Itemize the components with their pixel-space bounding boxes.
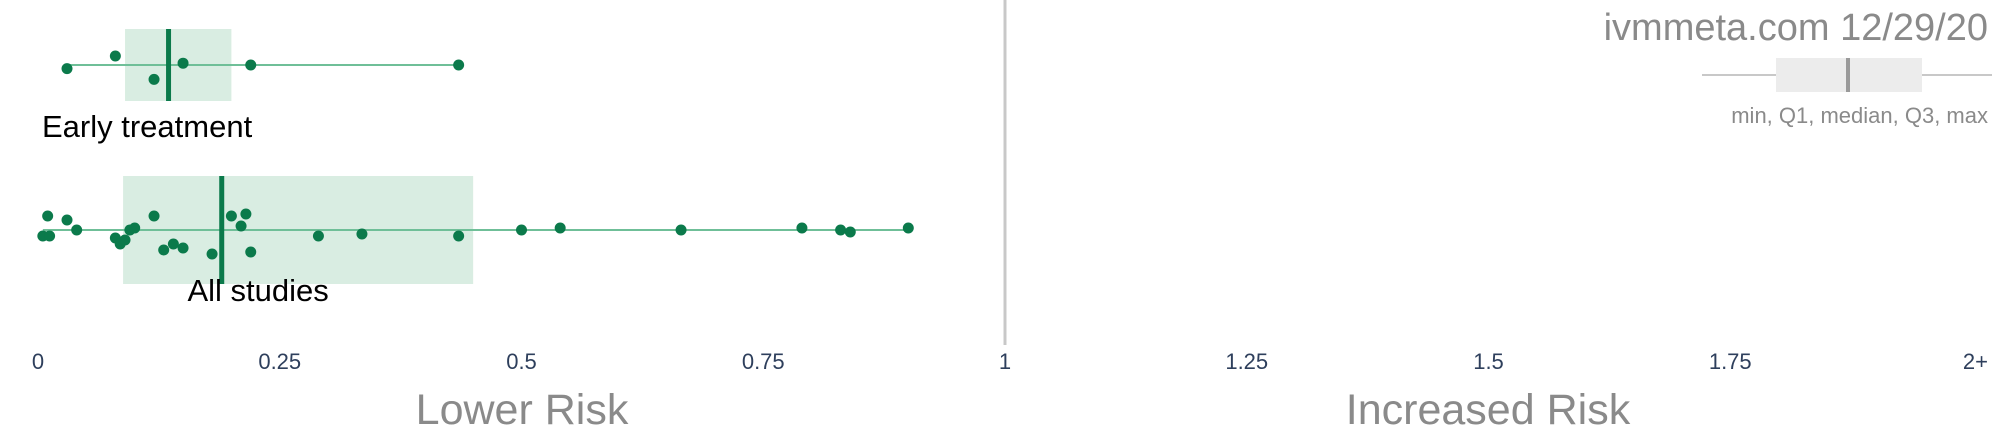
x-tick-label: 0.5 (506, 349, 537, 374)
data-point (245, 246, 257, 258)
data-point (177, 242, 189, 254)
group-0: Early treatment (42, 29, 465, 144)
x-tick-label: 1.25 (1225, 349, 1268, 374)
group-label: All studies (187, 273, 328, 308)
x-tick-label: 1 (999, 349, 1011, 374)
data-point (44, 230, 56, 242)
data-point (158, 244, 170, 256)
data-point (835, 224, 847, 236)
data-point (453, 230, 465, 242)
data-point (225, 210, 237, 222)
data-point (453, 59, 465, 71)
data-point (675, 224, 687, 236)
data-point (167, 238, 179, 250)
region-label-increased: Increased Risk (1346, 386, 1631, 434)
data-point (844, 226, 856, 238)
x-tick-label: 2+ (1963, 349, 1988, 374)
data-point (119, 234, 131, 246)
x-tick-label: 0 (32, 349, 44, 374)
data-point (516, 224, 527, 236)
box-plot-legend: min, Q1, median, Q3, max (1702, 58, 1992, 128)
x-tick-label: 1.75 (1709, 349, 1752, 374)
group-label: Early treatment (42, 109, 253, 144)
data-point (245, 59, 257, 71)
data-point (61, 63, 73, 75)
data-point (148, 73, 160, 85)
region-label-lower: Lower Risk (416, 386, 629, 434)
x-tick-label: 0.25 (258, 349, 301, 374)
data-point (177, 57, 189, 69)
x-tick-label: 1.5 (1473, 349, 1504, 374)
legend-caption: min, Q1, median, Q3, max (1731, 103, 1988, 128)
data-point (129, 222, 141, 234)
data-point (356, 228, 368, 240)
data-point (796, 222, 808, 234)
data-point (554, 222, 566, 234)
data-point (71, 224, 83, 236)
data-point (902, 222, 914, 234)
data-point (148, 210, 160, 222)
group-1: All studies (37, 176, 914, 308)
data-point (42, 210, 54, 222)
watermark-text: ivmmeta.com 12/29/20 (1604, 7, 1988, 49)
data-point (235, 220, 247, 232)
data-point (61, 214, 73, 226)
data-point (312, 230, 324, 242)
data-point (206, 248, 218, 260)
data-point (109, 50, 121, 62)
x-tick-label: 0.75 (742, 349, 785, 374)
data-point (240, 208, 252, 220)
